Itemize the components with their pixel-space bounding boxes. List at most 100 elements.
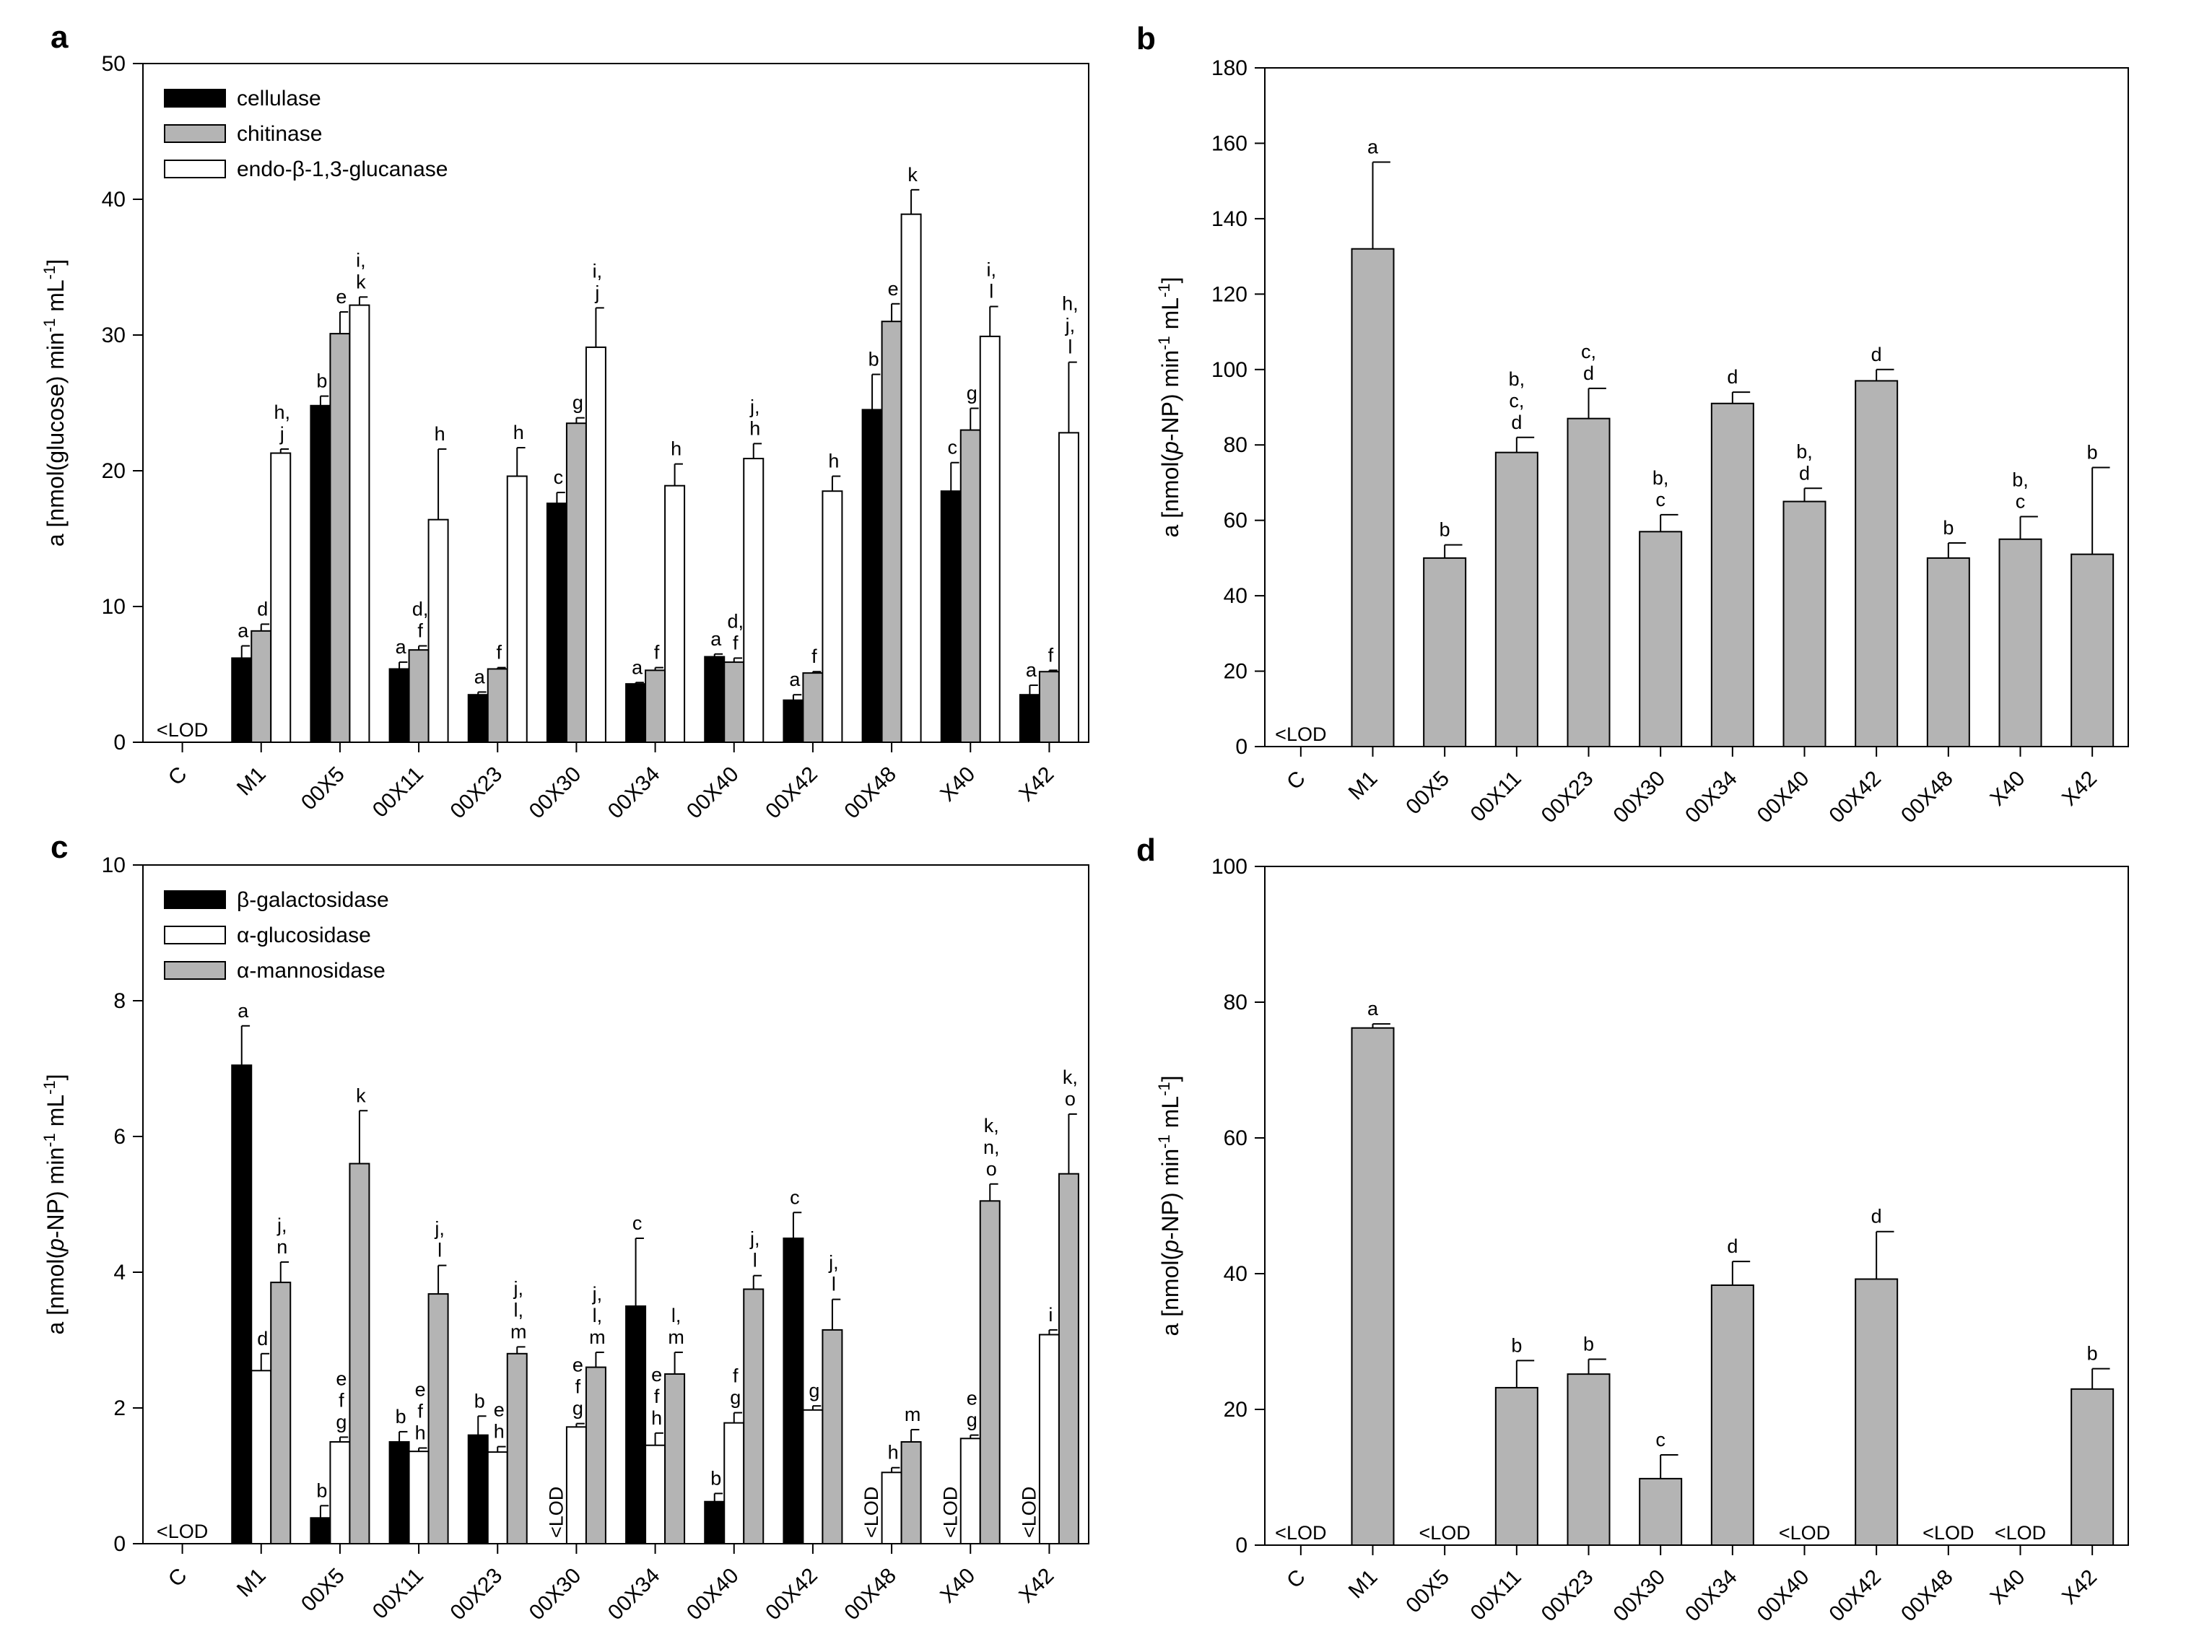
bar-value-00x42	[1855, 1278, 1899, 1547]
significance-letter: e	[336, 1368, 347, 1389]
bar--glucosidase-00x11	[408, 1451, 430, 1545]
bar-endo-1-3-glucanase-00x11	[427, 518, 449, 743]
plot-frame	[142, 63, 1089, 743]
x-tick-label-00x11: 00X11	[1466, 1565, 1526, 1625]
y-tick-label: 80	[1224, 991, 1247, 1014]
x-tick-label-00x11: 00X11	[1466, 767, 1526, 827]
significance-letter: a	[1367, 998, 1379, 1020]
bar--galactosidase-m1	[231, 1064, 253, 1545]
y-tick-label: 20	[102, 459, 126, 483]
significance-letter: b	[474, 1390, 485, 1412]
x-tick-label-00x42: 00X42	[1824, 767, 1886, 828]
bar--galactosidase-00x42	[783, 1238, 804, 1544]
significance-letter: d,	[412, 599, 429, 620]
x-tick-label-00x11: 00X11	[368, 762, 428, 822]
bar-chitinase-x42	[1038, 671, 1060, 743]
significance-letter: d	[1799, 462, 1810, 484]
x-tick-label-00x42: 00X42	[761, 1564, 822, 1625]
bar-chitinase-00x40	[723, 661, 745, 744]
panel-letter: c	[51, 830, 68, 865]
bar-chitinase-x40	[959, 429, 981, 743]
bar--mannosidase-00x23	[506, 1352, 528, 1545]
bar-chitinase-00x23	[487, 668, 508, 743]
y-tick-label: 160	[1211, 131, 1247, 155]
x-tick-label-00x40: 00X40	[682, 1564, 744, 1625]
x-tick-label-00x34: 00X34	[1681, 1565, 1742, 1627]
bar-cellulase-x40	[940, 490, 962, 743]
bar-endo-1-3-glucanase-00x30	[585, 346, 606, 744]
y-tick-label: 120	[1211, 282, 1247, 306]
significance-letter: g	[336, 1411, 347, 1433]
bar--glucosidase-x42	[1038, 1334, 1060, 1544]
legend-swatch	[164, 926, 226, 944]
significance-letter: c	[632, 1212, 643, 1234]
x-tick-label-00x30: 00X30	[525, 762, 586, 824]
significance-letter: e	[967, 1388, 977, 1409]
y-axis-label: a [nmol(p-NP) min-1 mL-1]	[1155, 277, 1184, 538]
significance-letter: j,	[513, 1277, 524, 1299]
x-tick-label-00x23: 00X23	[446, 762, 508, 824]
x-tick-label-m1: M1	[232, 1564, 271, 1602]
lod-label: <LOD	[157, 719, 208, 741]
bar-value-00x30	[1639, 1477, 1683, 1547]
plot-frame	[1264, 67, 2129, 747]
y-tick-label: 20	[1224, 1398, 1247, 1422]
bar-cellulase-00x30	[546, 503, 567, 743]
lod-label: <LOD	[1779, 1522, 1830, 1544]
x-tick-label-00x40: 00X40	[1753, 767, 1814, 828]
significance-letter: e	[336, 286, 347, 308]
x-tick-label-m1: M1	[1344, 1565, 1382, 1604]
bar--mannosidase-x40	[979, 1200, 1001, 1545]
legend-swatch	[164, 890, 226, 909]
significance-letter: j,	[592, 1283, 603, 1305]
y-tick-label: 140	[1211, 207, 1247, 231]
significance-letter: j	[594, 282, 599, 303]
bar-value-00x30	[1639, 531, 1683, 747]
significance-letter: g	[967, 1409, 977, 1431]
significance-letter: b,	[1509, 368, 1525, 390]
x-tick-label-00x5: 00X5	[1401, 1565, 1454, 1618]
legend-swatch	[164, 124, 226, 143]
x-tick-label-x42: X42	[2058, 767, 2102, 811]
x-tick-label-00x5: 00X5	[297, 1564, 349, 1617]
legend-label-cellulase: cellulase	[237, 87, 321, 110]
plot-frame	[142, 864, 1089, 1544]
significance-letter: c	[1655, 489, 1665, 510]
significance-letter: b,	[2012, 469, 2029, 490]
bar-value-00x23	[1567, 1373, 1611, 1546]
significance-letter: a	[710, 628, 722, 650]
x-tick-label-00x23: 00X23	[446, 1564, 508, 1625]
significance-letter: b	[316, 370, 327, 392]
legend-label-endo-1-3-glucanase: endo-β-1,3-glucanase	[237, 157, 448, 181]
bar--mannosidase-00x48	[900, 1441, 922, 1544]
bar-value-x40	[1998, 538, 2042, 747]
significance-letter: h	[888, 1442, 899, 1464]
significance-letter: b	[1583, 1333, 1594, 1355]
y-axis-label: a [nmol(p-NP) min-1 mL-1]	[1155, 1076, 1184, 1336]
bar-cellulase-00x5	[310, 404, 331, 743]
x-tick-label-00x42: 00X42	[761, 762, 822, 824]
bar--mannosidase-00x11	[427, 1293, 449, 1544]
y-tick-label: 40	[1224, 1262, 1247, 1286]
significance-letter: n	[276, 1236, 287, 1258]
y-tick-label: 10	[102, 853, 126, 877]
bar-value-00x23	[1567, 417, 1611, 748]
bar--glucosidase-00x34	[645, 1444, 666, 1544]
bar--mannosidase-00x42	[822, 1329, 843, 1545]
significance-letter: i	[1048, 1304, 1053, 1326]
bar--mannosidase-x42	[1058, 1173, 1079, 1544]
bar--galactosidase-00x11	[388, 1441, 410, 1544]
significance-letter: b	[316, 1479, 327, 1501]
x-tick-label-x40: X40	[936, 1564, 980, 1608]
bar-endo-1-3-glucanase-00x23	[506, 475, 528, 744]
bar-cellulase-x42	[1019, 694, 1040, 744]
significance-letter: c,	[1509, 390, 1524, 412]
lod-label: <LOD	[545, 1487, 567, 1538]
y-tick-label: 80	[1224, 433, 1247, 457]
x-tick-label-00x30: 00X30	[1608, 767, 1670, 828]
significance-letter: l,	[514, 1299, 524, 1321]
y-tick-label: 0	[113, 1532, 126, 1556]
significance-letter: b	[1440, 519, 1450, 541]
significance-letter: d	[1871, 344, 1882, 365]
bar-value-x42	[2071, 553, 2115, 748]
